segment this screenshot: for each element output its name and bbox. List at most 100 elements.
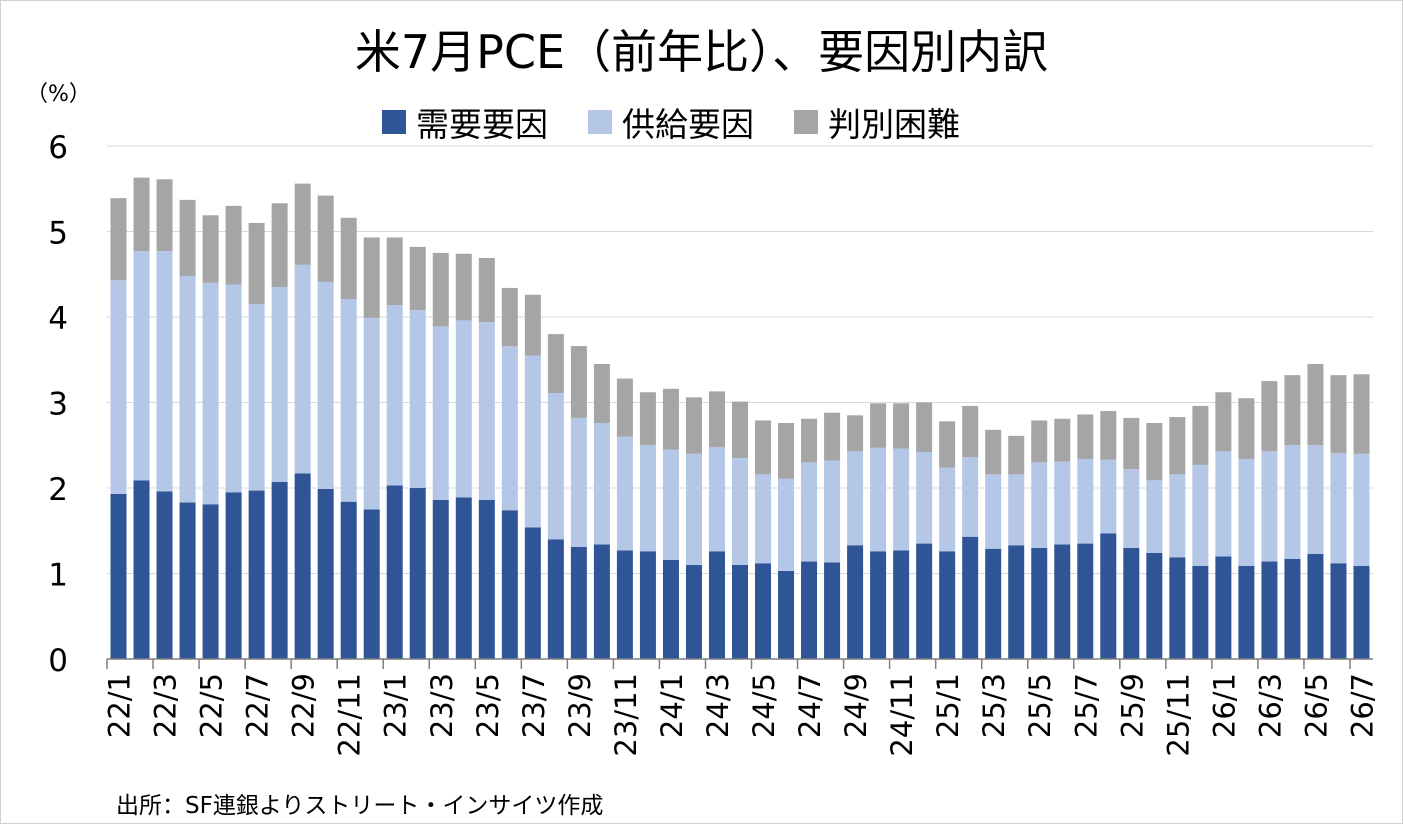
bar-25-1-s1 bbox=[939, 467, 956, 552]
y-tick-label-0: 0 bbox=[48, 643, 68, 679]
bar-24-3-s1 bbox=[708, 446, 725, 552]
bar-24-1-s0 bbox=[662, 559, 679, 659]
x-tick-label-25-5: 25/5 bbox=[1023, 673, 1057, 738]
x-tick-label-25-9: 25/9 bbox=[1115, 673, 1149, 738]
bar-25-10-s0 bbox=[1146, 552, 1163, 659]
bar-22-11-s0 bbox=[340, 501, 357, 659]
bar-24-3-s0 bbox=[708, 551, 725, 659]
bar-23-9-s1 bbox=[570, 417, 587, 547]
bar-25-2-s0 bbox=[962, 536, 979, 659]
x-tick-label-23-5: 23/5 bbox=[471, 673, 505, 738]
bar-26-1-s2 bbox=[1215, 392, 1232, 452]
bar-22-11-s1 bbox=[340, 299, 357, 502]
x-tick-label-23-9: 23/9 bbox=[563, 673, 597, 738]
bar-24-6-s1 bbox=[778, 478, 795, 571]
bar-23-1-s0 bbox=[386, 485, 403, 659]
bar-24-8-s0 bbox=[824, 562, 841, 659]
bar-22-6-s2 bbox=[225, 205, 242, 285]
x-tick-label-26-7: 26/7 bbox=[1345, 673, 1379, 738]
bar-24-5-s2 bbox=[755, 420, 772, 475]
bar-25-6-s1 bbox=[1054, 461, 1071, 545]
bar-23-11-s2 bbox=[616, 378, 633, 437]
bar-22-9-s0 bbox=[294, 473, 311, 659]
bar-23-12-s1 bbox=[639, 445, 656, 552]
bar-24-1-s2 bbox=[662, 388, 679, 450]
legend-swatch-ambiguous bbox=[794, 110, 818, 134]
bar-26-2-s0 bbox=[1238, 565, 1255, 659]
x-tick-label-23-1: 23/1 bbox=[379, 673, 413, 738]
bar-24-5-s0 bbox=[755, 563, 772, 659]
bar-23-4-s1 bbox=[455, 320, 472, 498]
bar-22-7-s1 bbox=[248, 304, 265, 491]
bar-24-11-s0 bbox=[893, 550, 910, 659]
legend-item-demand: 需要要因 bbox=[382, 98, 548, 146]
bar-26-6-s1 bbox=[1330, 452, 1347, 564]
bar-22-10-s0 bbox=[317, 488, 334, 659]
bar-25-2-s1 bbox=[962, 457, 979, 537]
bar-22-1-s2 bbox=[110, 198, 127, 281]
bar-25-3-s0 bbox=[985, 548, 1002, 659]
bar-24-6-s2 bbox=[778, 423, 795, 479]
bar-23-8-s1 bbox=[547, 393, 564, 540]
bar-26-6-s2 bbox=[1330, 375, 1347, 453]
x-tick-label-23-7: 23/7 bbox=[517, 673, 551, 738]
bar-25-10-s2 bbox=[1146, 423, 1163, 481]
y-tick-label-2: 2 bbox=[48, 472, 68, 508]
bar-22-5-s2 bbox=[202, 215, 219, 283]
bar-24-4-s2 bbox=[732, 401, 748, 459]
x-tick-label-25-3: 25/3 bbox=[977, 673, 1011, 738]
bar-23-4-s0 bbox=[455, 497, 472, 659]
x-tick-label-24-1: 24/1 bbox=[655, 673, 689, 738]
bar-24-1-s1 bbox=[662, 449, 679, 560]
bar-24-5-s1 bbox=[755, 474, 772, 564]
bar-22-11-s2 bbox=[340, 217, 357, 300]
y-tick-label-6: 6 bbox=[48, 130, 68, 166]
bar-24-12-s2 bbox=[916, 402, 933, 453]
bar-25-12-s1 bbox=[1192, 464, 1209, 566]
bar-25-5-s0 bbox=[1031, 547, 1048, 659]
bar-22-5-s1 bbox=[202, 282, 219, 505]
bar-23-5-s1 bbox=[478, 322, 495, 500]
legend-item-supply: 供給要因 bbox=[588, 98, 754, 146]
bar-23-7-s2 bbox=[524, 294, 541, 356]
bar-22-12-s0 bbox=[363, 509, 380, 659]
bar-25-3-s2 bbox=[985, 429, 1002, 475]
x-tick-label-24-11: 24/11 bbox=[885, 673, 919, 757]
bar-24-11-s2 bbox=[893, 403, 910, 449]
legend-swatch-demand bbox=[382, 110, 406, 134]
x-tick-label-25-11: 25/11 bbox=[1161, 673, 1195, 757]
bar-22-12-s1 bbox=[363, 317, 380, 510]
x-tick-label-22-5: 22/5 bbox=[195, 673, 229, 738]
bar-25-12-s2 bbox=[1192, 405, 1209, 465]
bar-25-8-s0 bbox=[1100, 533, 1117, 659]
bar-23-7-s0 bbox=[524, 527, 541, 659]
x-tick-label-26-3: 26/3 bbox=[1253, 673, 1287, 738]
bar-25-9-s1 bbox=[1123, 469, 1140, 548]
bar-24-10-s2 bbox=[870, 403, 887, 448]
bar-25-11-s2 bbox=[1169, 417, 1186, 475]
bar-23-3-s0 bbox=[432, 499, 449, 659]
legend-label-supply: 供給要因 bbox=[622, 105, 754, 144]
bar-22-10-s1 bbox=[317, 281, 334, 489]
bar-26-1-s0 bbox=[1215, 556, 1232, 659]
x-tick-label-25-1: 25/1 bbox=[931, 673, 965, 738]
bar-25-8-s2 bbox=[1100, 411, 1117, 460]
bar-22-3-s2 bbox=[156, 179, 173, 252]
bar-26-7-s2 bbox=[1353, 374, 1370, 454]
bar-24-7-s0 bbox=[801, 561, 818, 659]
bar-25-9-s0 bbox=[1123, 547, 1140, 659]
bar-22-3-s0 bbox=[156, 491, 173, 659]
bar-24-4-s0 bbox=[732, 564, 748, 659]
bar-24-7-s2 bbox=[801, 418, 818, 463]
bar-25-1-s0 bbox=[939, 551, 956, 659]
bar-22-2-s2 bbox=[133, 177, 150, 252]
x-tick-label-22-1: 22/1 bbox=[103, 673, 137, 738]
bar-25-11-s0 bbox=[1169, 557, 1186, 659]
bar-25-4-s1 bbox=[1008, 474, 1025, 546]
bar-23-11-s1 bbox=[616, 436, 633, 551]
bar-22-8-s2 bbox=[271, 203, 288, 288]
y-tick-label-5: 5 bbox=[48, 216, 68, 252]
bar-26-5-s2 bbox=[1307, 364, 1324, 446]
bar-25-11-s1 bbox=[1169, 474, 1186, 558]
bar-23-1-s1 bbox=[386, 305, 403, 486]
